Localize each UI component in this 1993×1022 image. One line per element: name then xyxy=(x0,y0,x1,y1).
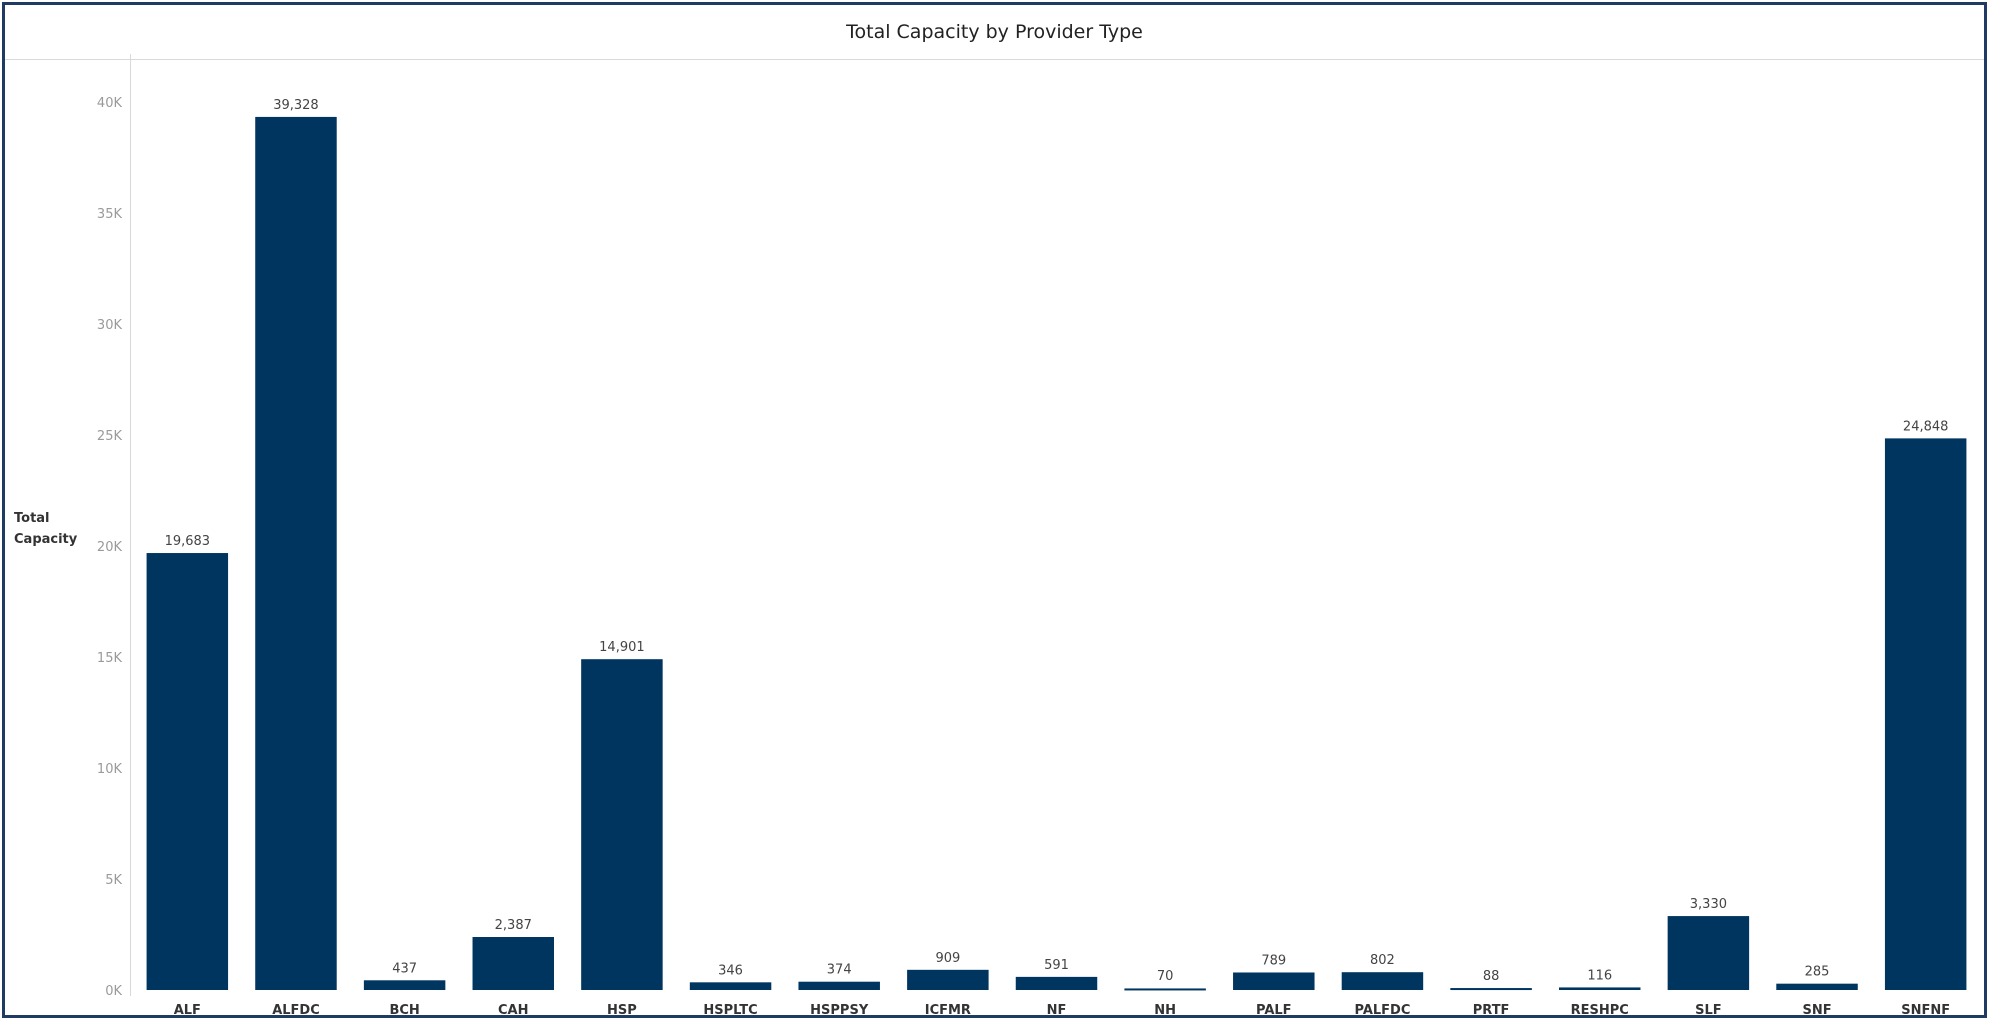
value-label: 88 xyxy=(1483,969,1500,984)
bar-bch[interactable] xyxy=(363,980,446,990)
x-axis-labels: ALF ALFDC BCH CAH HSP HSPLTC HSPPSY ICFMR NF NH PA… xyxy=(174,1003,1950,1018)
y-tick-label: 20K xyxy=(97,540,123,555)
y-tick-label: 15K xyxy=(97,651,123,666)
x-tick-label: SNF xyxy=(1802,1003,1831,1018)
bar-alfdc[interactable] xyxy=(255,116,337,991)
bar-hspltc[interactable] xyxy=(689,982,772,990)
bar-hsppsy[interactable] xyxy=(798,981,880,990)
bar-nf[interactable] xyxy=(1015,976,1098,990)
value-label: 39,328 xyxy=(273,98,319,113)
x-tick-label: PALF xyxy=(1256,1003,1292,1018)
bar-palf[interactable] xyxy=(1233,972,1315,990)
bar-nh[interactable] xyxy=(1124,988,1206,991)
x-tick-label: PRTF xyxy=(1473,1003,1510,1018)
x-tick-label: NF xyxy=(1047,1003,1067,1018)
value-label: 789 xyxy=(1261,953,1286,968)
value-label: 70 xyxy=(1157,969,1174,984)
bars xyxy=(146,116,1967,991)
y-axis-ticks: 0K 5K 10K 15K 20K 25K 30K 35K 40K xyxy=(97,96,123,999)
y-axis-label: Total Capacity xyxy=(14,511,78,547)
x-tick-label: HSPPSY xyxy=(810,1003,869,1018)
x-tick-label: HSPLTC xyxy=(703,1003,757,1018)
y-tick-label: 25K xyxy=(97,429,123,444)
value-label: 591 xyxy=(1044,958,1069,973)
y-tick-label: 35K xyxy=(97,207,123,222)
value-labels: 19,683 39,328 437 2,387 14,901 346 374 909 591 70… xyxy=(165,98,1949,984)
x-tick-label: SNFNF xyxy=(1901,1003,1950,1018)
bar-cah[interactable] xyxy=(472,937,555,990)
y-tick-label: 5K xyxy=(105,873,122,888)
bar-alf[interactable] xyxy=(146,553,229,990)
value-label: 285 xyxy=(1805,965,1830,980)
title-bar: Total Capacity by Provider Type xyxy=(5,5,1984,60)
value-label: 116 xyxy=(1587,968,1612,983)
value-label: 437 xyxy=(392,961,417,976)
bar-prtf[interactable] xyxy=(1450,988,1532,991)
x-tick-label: CAH xyxy=(498,1003,528,1018)
value-label: 3,330 xyxy=(1690,897,1727,912)
bar-palfdc[interactable] xyxy=(1341,972,1424,990)
x-tick-label: RESHPC xyxy=(1571,1003,1629,1018)
value-label: 2,387 xyxy=(495,918,532,933)
x-tick-label: NH xyxy=(1154,1003,1176,1018)
bar-icfmr[interactable] xyxy=(907,969,989,990)
x-tick-label: PALFDC xyxy=(1354,1003,1410,1018)
y-tick-label: 30K xyxy=(97,318,123,333)
bar-snf[interactable] xyxy=(1776,983,1858,990)
chart-title: Total Capacity by Provider Type xyxy=(846,21,1143,43)
y-axis-line xyxy=(130,54,131,996)
value-label: 19,683 xyxy=(165,534,211,549)
x-tick-label: ALF xyxy=(174,1003,201,1018)
bar-hsp[interactable] xyxy=(581,659,663,990)
x-tick-label: HSP xyxy=(607,1003,637,1018)
bar-slf[interactable] xyxy=(1667,916,1750,990)
x-tick-label: ALFDC xyxy=(272,1003,320,1018)
x-tick-label: BCH xyxy=(389,1003,419,1018)
x-tick-label: SLF xyxy=(1695,1003,1722,1018)
bar-reshpc[interactable] xyxy=(1558,987,1641,990)
y-tick-label: 0K xyxy=(105,984,122,999)
value-label: 14,901 xyxy=(599,640,645,655)
value-label: 24,848 xyxy=(1903,419,1949,434)
value-label: 909 xyxy=(935,951,960,966)
value-label: 802 xyxy=(1370,953,1395,968)
y-tick-label: 40K xyxy=(97,96,123,111)
value-label: 346 xyxy=(718,963,743,978)
x-tick-label: ICFMR xyxy=(925,1003,971,1018)
value-label: 374 xyxy=(827,963,852,978)
bar-snfnf[interactable] xyxy=(1884,438,1967,990)
y-tick-label: 10K xyxy=(97,762,123,777)
